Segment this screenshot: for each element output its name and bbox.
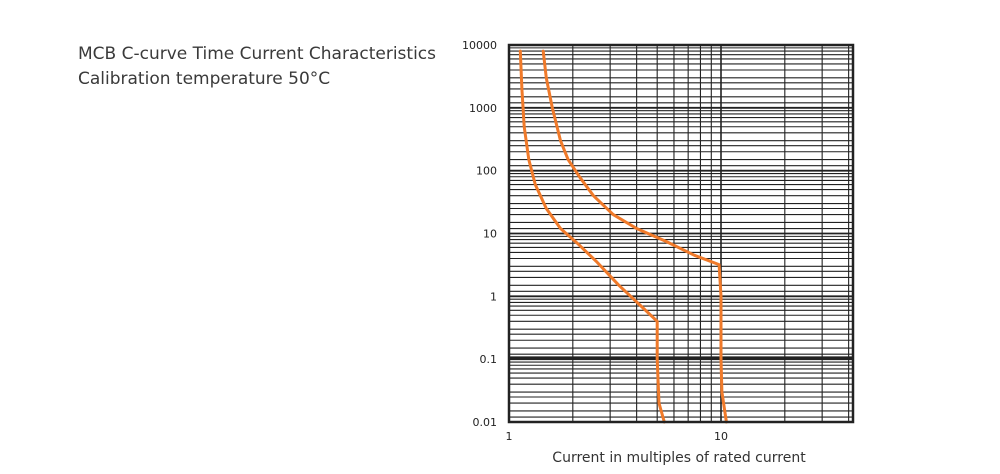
chart-title: MCB C-curve Time Current Characteristics xyxy=(78,44,437,64)
trip-curve-upper xyxy=(541,49,728,424)
y-tick-label: 0.1 xyxy=(480,353,498,366)
chart-subtitle: Calibration temperature 50°C xyxy=(78,69,331,89)
y-tick-label: 1000 xyxy=(469,102,497,115)
y-tick-label: 0.01 xyxy=(473,416,498,429)
x-tick-label: 10 xyxy=(714,430,728,443)
y-tick-label: 100 xyxy=(476,165,497,178)
y-tick-label: 10 xyxy=(483,228,497,241)
y-tick-label: 1 xyxy=(490,290,497,303)
chart-title-block: MCB C-curve Time Current Characteristics… xyxy=(78,42,436,92)
plot-frame xyxy=(507,43,855,424)
y-tick-label: 10000 xyxy=(462,39,497,52)
axis-ticks: 10000 1000 100 10 1 0.1 0.01 1 10 xyxy=(462,39,728,443)
x-tick-label: 1 xyxy=(506,430,513,443)
chart-series xyxy=(518,49,728,424)
x-axis-label: Current in multiples of rated current xyxy=(552,450,806,466)
chart-grid xyxy=(509,45,853,423)
trip-curve-lower xyxy=(518,49,666,424)
